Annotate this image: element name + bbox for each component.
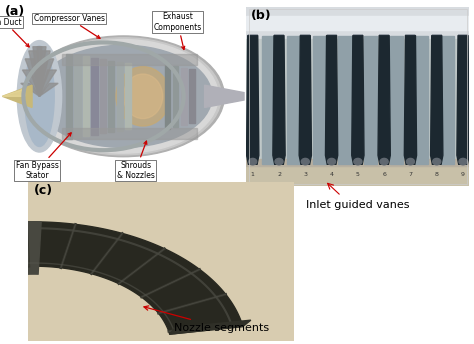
Bar [262,35,275,164]
Polygon shape [205,85,244,107]
Text: 8: 8 [435,172,438,177]
Polygon shape [404,35,417,164]
Polygon shape [2,85,32,107]
Polygon shape [29,51,39,96]
Polygon shape [378,35,390,164]
Text: 7: 7 [409,172,412,177]
Text: 4: 4 [329,172,334,177]
Ellipse shape [17,41,62,152]
Ellipse shape [25,38,221,155]
Polygon shape [39,59,54,96]
Bar [246,39,469,164]
Text: Fan Bypass
Stator: Fan Bypass Stator [16,133,71,180]
Bar [164,64,170,129]
Polygon shape [246,35,259,164]
Text: Nozzle segments: Nozzle segments [144,306,270,333]
Bar [62,54,197,65]
Bar [246,159,469,166]
Bar [62,128,197,139]
Bar [173,66,178,127]
Bar [181,67,186,125]
Bar [108,61,115,132]
Text: Shrouds
& Nozzles: Shrouds & Nozzles [117,141,155,180]
Bar [390,35,403,164]
Polygon shape [21,83,39,96]
Polygon shape [39,51,50,96]
Bar [117,62,123,131]
Polygon shape [15,222,41,275]
Text: Fan Duct: Fan Duct [0,18,29,47]
Polygon shape [12,217,27,266]
Bar [66,54,72,139]
Bar [441,35,454,164]
Polygon shape [2,89,25,96]
Circle shape [380,158,388,165]
Bar [364,35,377,164]
Polygon shape [39,70,56,96]
Circle shape [249,158,257,165]
Circle shape [433,158,441,165]
Circle shape [301,158,310,165]
Text: Exhaust
Components: Exhaust Components [154,12,201,50]
Polygon shape [39,83,58,96]
Bar [338,35,352,164]
Polygon shape [33,47,42,96]
Polygon shape [22,70,39,96]
Text: 3: 3 [303,172,307,177]
Text: 1: 1 [251,172,255,177]
Circle shape [354,158,362,165]
Bar [82,56,89,136]
Ellipse shape [28,40,218,153]
Text: 9: 9 [461,172,465,177]
Polygon shape [15,222,243,334]
Polygon shape [25,59,39,96]
Ellipse shape [22,36,224,157]
Bar [246,16,469,30]
Bar [189,69,195,123]
Bar [246,7,469,39]
Polygon shape [299,35,311,164]
Circle shape [459,158,467,165]
Polygon shape [430,35,443,164]
Text: Compressor Vanes: Compressor Vanes [34,14,104,38]
Text: (b): (b) [251,9,272,22]
Ellipse shape [123,74,163,119]
Text: (a): (a) [5,5,25,18]
Polygon shape [273,35,285,164]
Bar [246,161,469,186]
Text: 5: 5 [356,172,360,177]
Text: (c): (c) [34,184,53,197]
Bar [74,55,81,138]
Ellipse shape [25,46,54,147]
Text: Inlet guided vanes: Inlet guided vanes [306,200,410,209]
Circle shape [275,158,283,165]
Polygon shape [326,35,337,164]
Bar [287,35,301,164]
Text: 6: 6 [382,172,386,177]
Ellipse shape [35,45,212,147]
Bar [100,59,106,133]
Bar [91,58,98,135]
Polygon shape [457,35,469,164]
Circle shape [406,158,414,165]
Bar [415,35,428,164]
Polygon shape [352,35,364,164]
Bar [125,63,131,129]
Polygon shape [37,47,46,96]
Ellipse shape [116,67,170,126]
Text: 2: 2 [277,172,281,177]
Bar [313,35,326,164]
Circle shape [328,158,336,165]
Polygon shape [170,320,251,334]
